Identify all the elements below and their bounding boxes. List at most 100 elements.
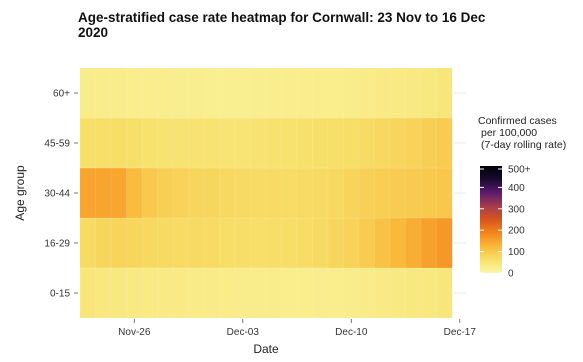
legend-colorbar: [480, 166, 502, 273]
legend-tick-label: 400: [508, 183, 525, 194]
heatmap-cell: [420, 267, 438, 319]
heatmap-cell: [157, 117, 174, 169]
y-axis: 0-15 16-29 30-44 45-59 60+: [44, 89, 466, 300]
heatmap-cell: [79, 267, 97, 319]
heatmap-cell: [312, 217, 329, 269]
heatmap-cell: [250, 67, 267, 119]
heatmap-cell: [79, 67, 97, 119]
heatmap-cell: [172, 267, 190, 319]
heatmap-cell: [312, 267, 329, 319]
heatmap-cell: [126, 217, 143, 269]
legend-tick-label: 200: [508, 226, 525, 237]
heatmap-cell: [389, 217, 407, 269]
heatmap-cell: [405, 167, 422, 219]
heatmap-cell: [281, 167, 298, 219]
y-tick-label: 60+: [53, 89, 70, 100]
heatmap-cell: [374, 217, 391, 269]
heatmap-cell: [436, 167, 453, 219]
heatmap-cell: [172, 167, 190, 219]
heatmap-cell: [312, 167, 329, 219]
x-tick-label: Dec-10: [335, 327, 368, 338]
y-tick-label: 30-44: [44, 189, 70, 200]
y-tick-label: 16-29: [44, 239, 70, 250]
heatmap-cell: [79, 117, 97, 169]
heatmap-cell: [405, 267, 422, 319]
heatmap-cell: [436, 117, 453, 169]
heatmap-cell: [358, 167, 376, 219]
heatmap-cell: [188, 117, 205, 169]
legend-tick-label: 500+: [508, 165, 531, 176]
heatmap-cell: [327, 117, 345, 169]
heatmap-cell: [219, 267, 236, 319]
heatmap-cell: [110, 117, 128, 169]
heatmap-cell: [389, 67, 407, 119]
heatmap-cells: [79, 67, 453, 319]
heatmap-cell: [358, 67, 376, 119]
heatmap-cell: [250, 267, 267, 319]
heatmap-cell: [436, 267, 453, 319]
heatmap-cell: [281, 117, 298, 169]
heatmap-cell: [126, 167, 143, 219]
heatmap-cell: [265, 117, 283, 169]
y-tick-label: 0-15: [50, 289, 70, 300]
heatmap-cell: [420, 217, 438, 269]
heatmap-cell: [157, 167, 174, 219]
heatmap-cell: [327, 67, 345, 119]
heatmap-cell: [95, 117, 112, 169]
heatmap-cell: [110, 217, 128, 269]
heatmap-cell: [141, 67, 159, 119]
chart-title-line-1: Age-stratified case rate heatmap for Cor…: [78, 10, 486, 25]
y-axis-label: Age group: [13, 165, 27, 221]
heatmap-cell: [188, 67, 205, 119]
heatmap-cell: [79, 167, 97, 219]
heatmap-cell: [358, 217, 376, 269]
heatmap-cell: [343, 267, 360, 319]
heatmap-cell: [250, 217, 267, 269]
heatmap-cell: [95, 67, 112, 119]
heatmap-cell: [126, 267, 143, 319]
heatmap-cell: [296, 217, 314, 269]
heatmap-cell: [343, 217, 360, 269]
heatmap-cell: [203, 117, 221, 169]
heatmap-cell: [95, 267, 112, 319]
heatmap-cell: [250, 117, 267, 169]
heatmap-cell: [436, 217, 453, 269]
heatmap-cell: [281, 67, 298, 119]
heatmap-cell: [203, 67, 221, 119]
heatmap-cell: [172, 117, 190, 169]
heatmap-cell: [343, 167, 360, 219]
heatmap-cell: [79, 217, 97, 269]
heatmap-cell: [141, 217, 159, 269]
heatmap-cell: [203, 217, 221, 269]
heatmap-cell: [374, 267, 391, 319]
x-tick-label: Nov-26: [118, 327, 151, 338]
heatmap-cell: [219, 167, 236, 219]
heatmap-cell: [203, 167, 221, 219]
heatmap-cell: [157, 267, 174, 319]
heatmap-cell: [110, 67, 128, 119]
x-axis-label: Date: [253, 342, 279, 356]
heatmap-cell: [281, 267, 298, 319]
heatmap-cell: [188, 217, 205, 269]
heatmap-cell: [265, 217, 283, 269]
heatmap-cell: [219, 117, 236, 169]
heatmap-cell: [126, 67, 143, 119]
legend-tick-label: 300: [508, 204, 525, 215]
heatmap-cell: [172, 67, 190, 119]
heatmap-cell: [327, 267, 345, 319]
heatmap-cell: [420, 117, 438, 169]
heatmap-cell: [188, 267, 205, 319]
heatmap-cell: [389, 267, 407, 319]
heatmap-cell: [126, 117, 143, 169]
legend-tick-label: 0: [508, 269, 514, 280]
legend-tick-label: 100: [508, 247, 525, 258]
color-legend: Confirmed cases per 100,000 (7-day rolli…: [478, 115, 566, 280]
x-tick-label: Dec-17: [444, 327, 477, 338]
heatmap-cell: [110, 267, 128, 319]
heatmap-cell: [374, 67, 391, 119]
heatmap-cell: [405, 117, 422, 169]
heatmap-cell: [358, 117, 376, 169]
chart-title-line-2: 2020: [78, 25, 108, 40]
heatmap-cell: [265, 267, 283, 319]
